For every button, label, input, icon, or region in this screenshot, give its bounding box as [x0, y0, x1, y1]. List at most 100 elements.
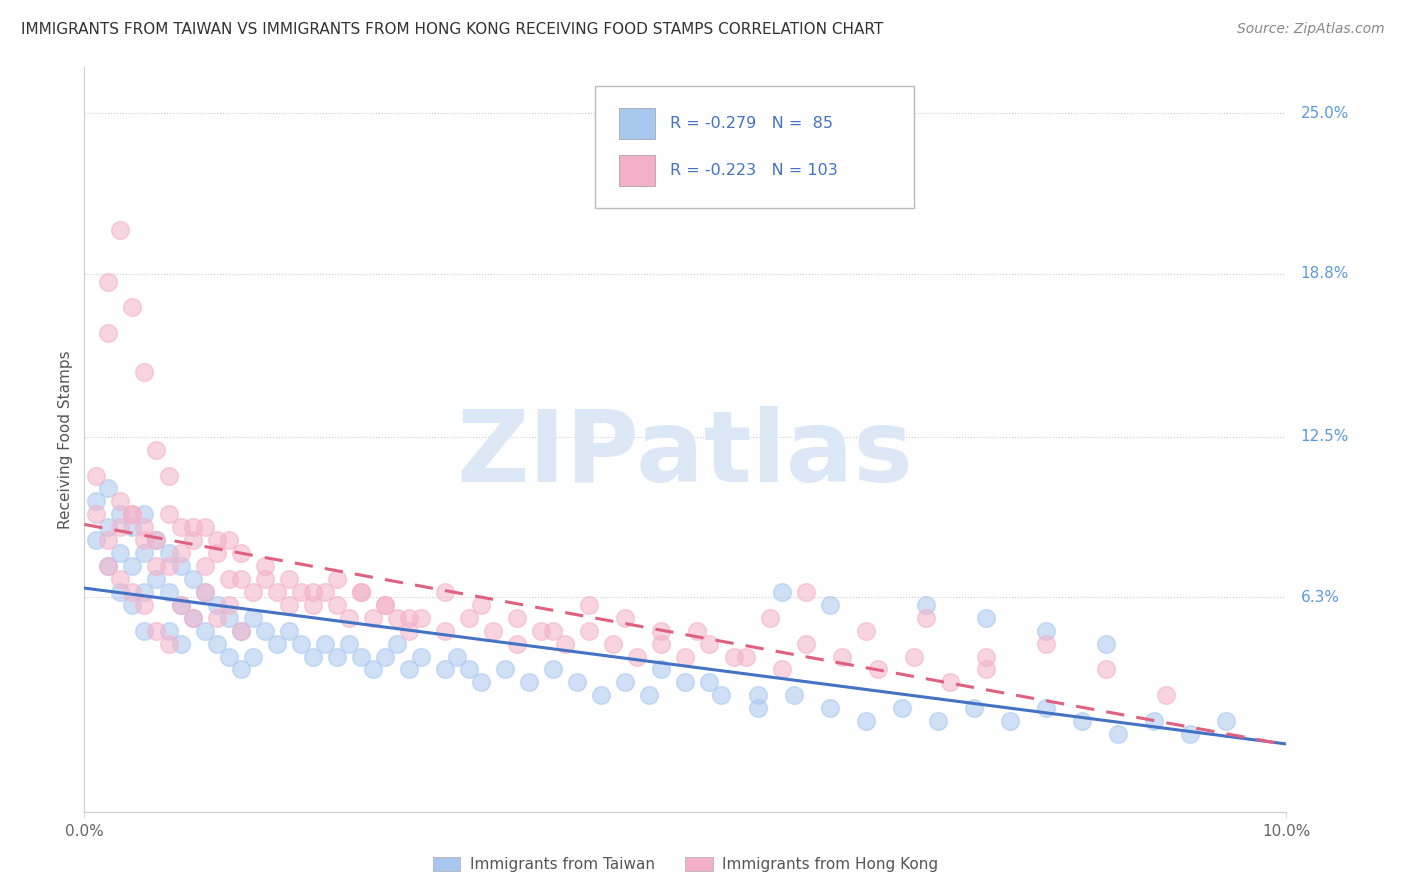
Point [134, 585, 156, 599]
Point [1095, 663, 1118, 677]
Point [602, 637, 624, 651]
Point [253, 559, 276, 574]
Text: 6.3%: 6.3% [1301, 590, 1340, 605]
Point [314, 585, 336, 599]
Point [86, 494, 108, 508]
Point [361, 611, 384, 625]
Point [326, 598, 349, 612]
Point [97, 326, 120, 341]
Text: IMMIGRANTS FROM TAIWAN VS IMMIGRANTS FROM HONG KONG RECEIVING FOOD STAMPS CORREL: IMMIGRANTS FROM TAIWAN VS IMMIGRANTS FRO… [21, 22, 883, 37]
Point [277, 598, 299, 612]
Point [1035, 701, 1057, 715]
Point [794, 585, 817, 599]
Point [181, 611, 204, 625]
Point [675, 675, 697, 690]
Point [1035, 624, 1057, 638]
Point [194, 585, 217, 599]
Point [134, 520, 156, 534]
Point [229, 546, 252, 560]
Point [398, 611, 420, 625]
Point [169, 637, 191, 651]
Point [169, 559, 191, 574]
Point [770, 585, 793, 599]
Point [434, 663, 457, 677]
Point [963, 701, 986, 715]
Point [194, 559, 217, 574]
Point [1035, 637, 1057, 651]
Point [337, 611, 360, 625]
Point [145, 533, 167, 548]
Text: Source: ZipAtlas.com: Source: ZipAtlas.com [1237, 22, 1385, 37]
Point [915, 598, 938, 612]
Point [866, 663, 889, 677]
Point [229, 663, 252, 677]
Bar [619, 155, 655, 186]
Point [145, 572, 167, 586]
Point [145, 442, 167, 457]
Point [110, 585, 132, 599]
Point [157, 559, 180, 574]
Text: 18.8%: 18.8% [1301, 267, 1348, 281]
Point [855, 714, 877, 729]
Bar [619, 108, 655, 139]
Point [253, 624, 276, 638]
Point [301, 598, 323, 612]
Point [818, 598, 841, 612]
Point [121, 508, 143, 522]
Point [903, 649, 925, 664]
Text: ZIPatlas: ZIPatlas [457, 406, 914, 503]
Legend: Immigrants from Taiwan, Immigrants from Hong Kong: Immigrants from Taiwan, Immigrants from … [427, 851, 943, 879]
Point [218, 649, 240, 664]
Point [723, 649, 745, 664]
Point [134, 508, 156, 522]
Point [398, 624, 420, 638]
Point [205, 611, 228, 625]
Point [446, 649, 468, 664]
Point [831, 649, 853, 664]
Point [747, 701, 769, 715]
Point [747, 689, 769, 703]
Point [301, 649, 323, 664]
Point [97, 520, 120, 534]
Point [650, 624, 672, 638]
Point [927, 714, 949, 729]
Point [266, 637, 288, 651]
Point [541, 624, 564, 638]
Point [482, 624, 505, 638]
Point [110, 546, 132, 560]
Point [97, 559, 120, 574]
Point [218, 611, 240, 625]
Text: 12.5%: 12.5% [1301, 429, 1348, 444]
Point [181, 520, 204, 534]
Point [110, 223, 132, 237]
Point [218, 572, 240, 586]
Point [638, 689, 661, 703]
Point [169, 598, 191, 612]
Point [110, 520, 132, 534]
Point [97, 533, 120, 548]
Point [494, 663, 516, 677]
Point [205, 598, 228, 612]
Point [194, 520, 217, 534]
Point [134, 365, 156, 379]
Point [470, 598, 492, 612]
Point [121, 301, 143, 315]
Point [626, 649, 648, 664]
Point [578, 624, 600, 638]
Point [121, 585, 143, 599]
Point [855, 624, 877, 638]
Point [169, 598, 191, 612]
Point [121, 559, 143, 574]
Point [86, 508, 108, 522]
Point [434, 624, 457, 638]
Point [350, 649, 373, 664]
Point [458, 663, 481, 677]
Text: R = -0.223   N = 103: R = -0.223 N = 103 [669, 163, 838, 178]
Point [458, 611, 481, 625]
Point [121, 598, 143, 612]
Point [97, 275, 120, 289]
Point [326, 572, 349, 586]
Point [157, 585, 180, 599]
Point [699, 637, 721, 651]
Point [1071, 714, 1094, 729]
